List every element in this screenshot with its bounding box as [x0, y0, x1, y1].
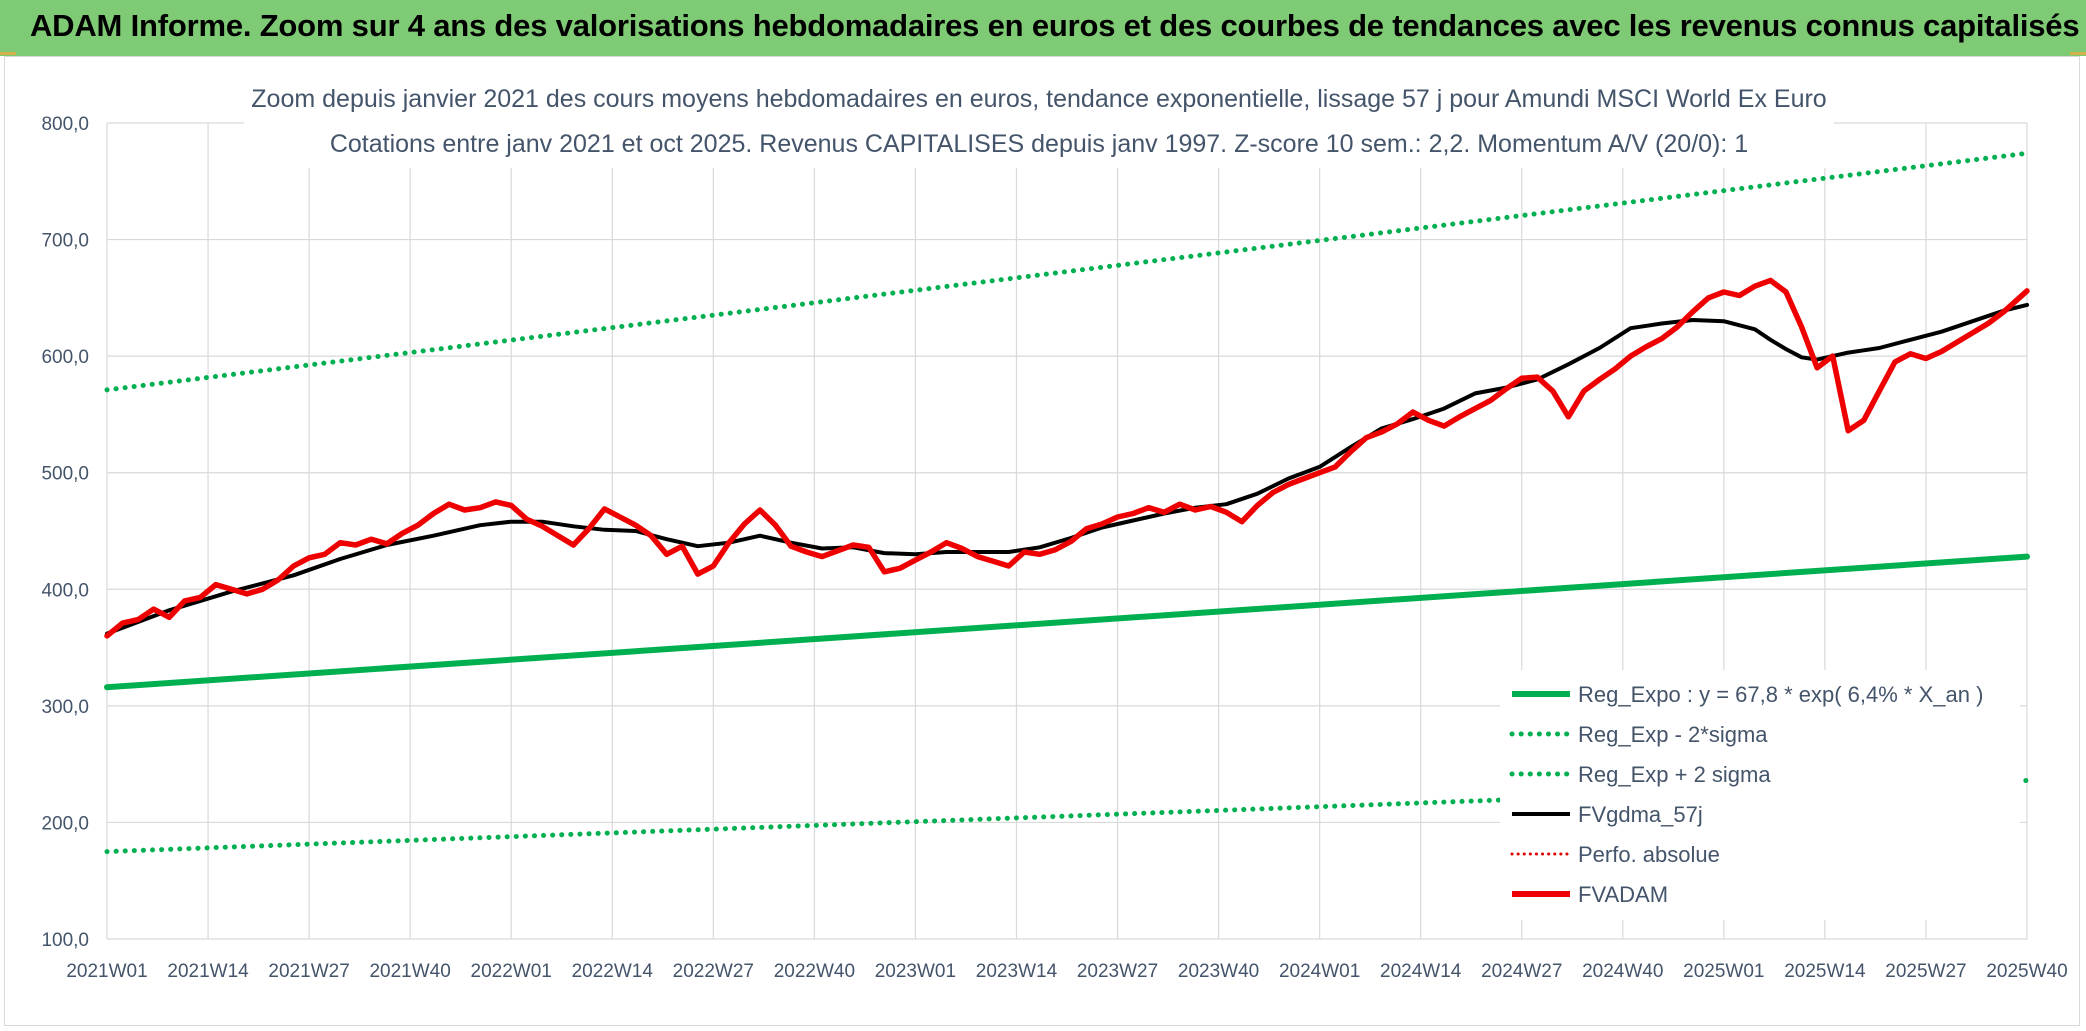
legend-label-fvadam: FVADAM [1578, 882, 1668, 907]
y-tick-label: 700,0 [41, 231, 89, 252]
legend-label-perfo: Perfo. absolue [1578, 842, 1720, 867]
y-tick-label: 400,0 [41, 580, 89, 601]
x-tick-label: 2024W01 [1279, 961, 1360, 982]
x-tick-label: 2021W01 [66, 961, 147, 982]
x-tick-label: 2024W27 [1481, 961, 1562, 982]
x-tick-label: 2022W27 [673, 961, 754, 982]
series-line-plus-sigma [104, 150, 2030, 393]
chart-frame [4, 56, 2080, 1026]
x-tick-label: 2025W14 [1784, 961, 1866, 982]
x-axis: 2021W01 2021W14 2021W27 2021W40 2022W01 2022W… [66, 961, 2067, 982]
x-tick-label: 2025W01 [1683, 961, 1764, 982]
x-tick-label: 2023W40 [1178, 961, 1259, 982]
legend-label-reg-expo: Reg_Expo : y = 67,8 * exp( 6,4% * X_an ) [1578, 682, 1983, 707]
x-tick-label: 2022W40 [774, 961, 855, 982]
gridlines [106, 122, 2028, 940]
x-tick-label: 2023W14 [976, 961, 1058, 982]
x-tick-label: 2023W27 [1077, 961, 1158, 982]
x-tick-label: 2021W14 [167, 961, 249, 982]
x-tick-label: 2022W01 [471, 961, 552, 982]
y-tick-label: 800,0 [41, 114, 89, 135]
legend-label-minus-sigma: Reg_Exp - 2*sigma [1578, 722, 1768, 747]
x-tick-label: 2025W40 [1986, 961, 2067, 982]
chart-title-line2: Cotations entre janv 2021 et oct 2025. R… [330, 130, 1748, 158]
y-tick-label: 300,0 [41, 697, 89, 718]
y-axis: 100,0 200,0 300,0 400,0 500,0 600,0 700,0 800,0 [41, 114, 89, 951]
y-tick-label: 500,0 [41, 464, 89, 485]
series-line-reg-expo [104, 553, 2030, 691]
legend: Reg_Expo : y = 67,8 * exp( 6,4% * X_an )… [1500, 670, 2020, 920]
chart-title-backdrop [244, 78, 1834, 168]
report-banner: ADAM Informe. Zoom sur 4 ans des valoris… [0, 0, 2086, 56]
x-tick-label: 2025W27 [1885, 961, 1966, 982]
banner-accent-right [2070, 52, 2086, 55]
chart-title-line1: Zoom depuis janvier 2021 des cours moyen… [251, 85, 1826, 113]
report-title: ADAM Informe. Zoom sur 4 ans des valoris… [30, 8, 2080, 43]
legend-backdrop [1500, 670, 2020, 920]
x-tick-label: 2022W14 [572, 961, 654, 982]
x-tick-label: 2023W01 [875, 961, 956, 982]
legend-label-fvgdma: FVgdma_57j [1578, 802, 1703, 827]
legend-label-plus-sigma: Reg_Exp + 2 sigma [1578, 762, 1771, 787]
x-tick-label: 2021W40 [369, 961, 450, 982]
x-tick-label: 2021W27 [268, 961, 349, 982]
series-line-fvadam [104, 277, 2030, 639]
y-tick-label: 600,0 [41, 347, 89, 368]
y-tick-label: 200,0 [41, 813, 89, 834]
y-tick-label: 100,0 [41, 930, 89, 951]
banner-accent-left [0, 52, 16, 55]
x-tick-label: 2024W40 [1582, 961, 1663, 982]
x-tick-label: 2024W14 [1380, 961, 1462, 982]
